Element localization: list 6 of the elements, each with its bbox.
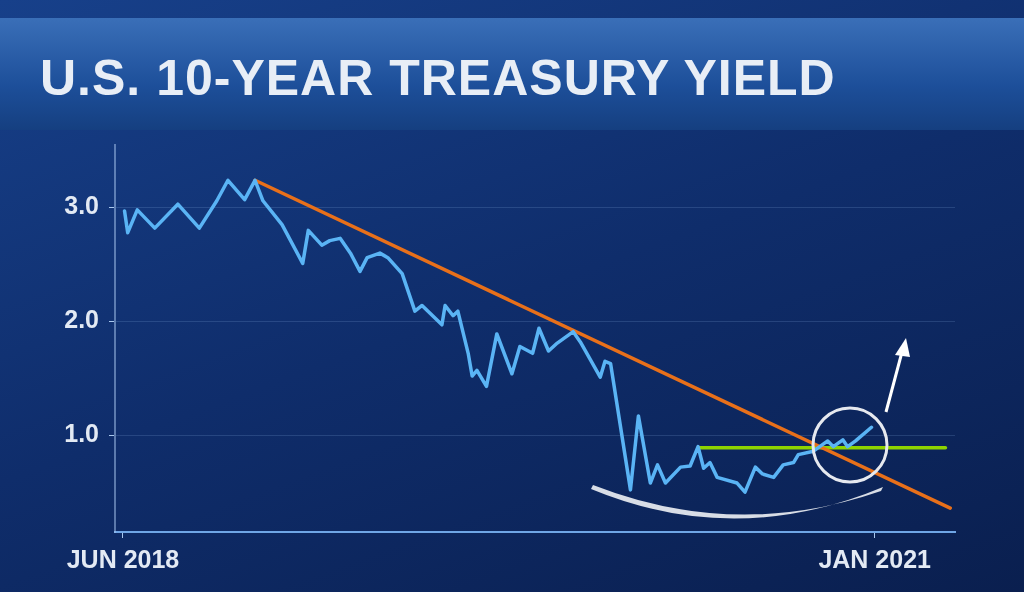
- x-tick-label: JUN 2018: [66, 544, 180, 573]
- y-tick-label: 3.0: [64, 191, 99, 220]
- x-tick-label: JAN 2021: [818, 544, 932, 573]
- y-tick-label: 1.0: [64, 419, 99, 448]
- y-tick-label: 2.0: [64, 305, 99, 334]
- chart-title: U.S. 10-YEAR TREASURY YIELD: [40, 49, 836, 108]
